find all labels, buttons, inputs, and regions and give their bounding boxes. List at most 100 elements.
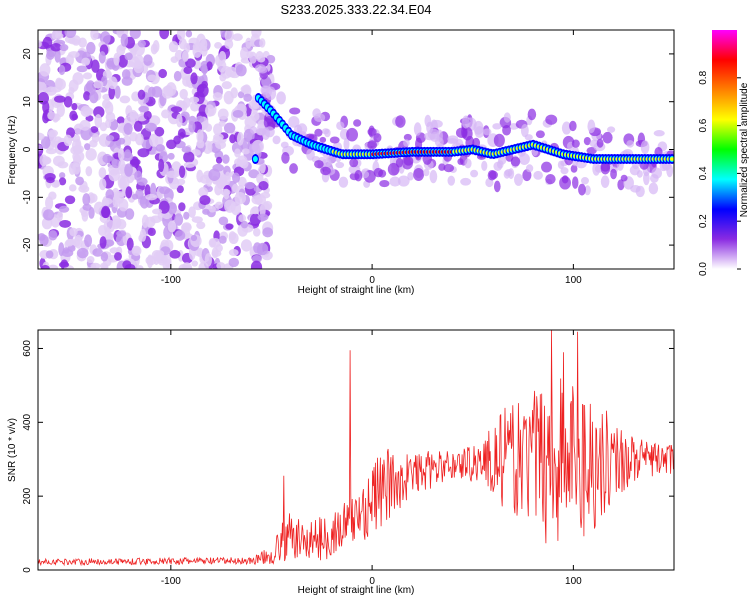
spectrogram-ridge-halo [276, 91, 286, 105]
spectrogram-noise-cell [55, 77, 63, 90]
spectrogram-ridge-halo [525, 164, 534, 173]
colorbar-tick-label: 0.6 [698, 118, 709, 132]
spectrogram-noise-cell [191, 260, 198, 267]
spectrogram-ridge-halo [520, 124, 529, 138]
spectrogram-ridge-halo [346, 127, 359, 142]
spectrogram-noise-cell [40, 136, 51, 149]
spectrogram-noise-cell [243, 93, 253, 102]
spectrogram-x-tick-label: 0 [369, 275, 375, 286]
spectrogram-noise-cell [68, 162, 76, 175]
spectrogram-ridge-halo [387, 162, 400, 176]
spectrogram-noise-cell [82, 203, 92, 211]
spectrogram-ridge-halo [496, 160, 504, 169]
spectrogram-ridge-halo [395, 157, 404, 168]
spectrogram-noise-cell [218, 176, 226, 186]
spectrogram-noise-cell [196, 33, 206, 47]
spectrogram-noise-cell [241, 148, 250, 155]
spectrogram-noise-cell [42, 36, 53, 49]
spectrogram-ridge-halo [306, 148, 315, 161]
spectrogram-x-axis-title: Height of straight line (km) [298, 285, 415, 296]
spectrogram-ridge-halo [626, 140, 635, 148]
spectrogram-noise-cell [170, 56, 179, 64]
spectrogram-ridge-halo [403, 133, 412, 141]
spectrogram-noise-cell [80, 105, 92, 117]
spectrogram-ridge-halo [329, 136, 340, 144]
spectrogram-noise-cell [191, 216, 203, 223]
spectrogram-noise-cell [111, 158, 121, 169]
spectrogram-noise-cell [38, 144, 43, 152]
spectrogram-noise-cell [167, 202, 178, 215]
spectrogram-noise-cell [71, 102, 78, 111]
spectrogram-noise-cell [45, 148, 57, 155]
spectrogram-noise-cell [154, 126, 165, 137]
spectrogram-noise-cell [145, 193, 158, 201]
spectrogram-noise-cell [201, 63, 208, 75]
spectrogram-ridge-halo [602, 131, 613, 144]
spectrogram-noise-cell [214, 41, 222, 49]
spectrogram-ridge-halo [354, 170, 363, 182]
spectrogram-ridge-halo [648, 182, 659, 195]
spectrogram-noise-cell [223, 188, 230, 200]
spectrogram-noise-cell [251, 206, 259, 215]
snr-y-ticks: 0 200 400 600 [22, 340, 674, 573]
spectrogram-ridge-halo [635, 185, 645, 198]
spectrogram-noise-cell [183, 161, 196, 168]
spectrogram-noise-cell [131, 245, 142, 257]
spectrogram-ridge-halo [570, 164, 578, 173]
spectrogram-noise-cell [68, 184, 77, 192]
spectrogram-ridge-halo [533, 170, 543, 180]
spectrogram-ridge-halo [541, 161, 553, 173]
colorbar-label: Normalized spectral amplitude [739, 82, 750, 217]
spectrogram-ridge-halo [557, 160, 565, 170]
spectrogram-noise-cell [90, 126, 99, 133]
spectrogram-ridge-halo [443, 164, 455, 173]
spectrogram-noise-cell [222, 154, 230, 164]
spectrogram-noise-cell [240, 220, 249, 229]
spectrogram-noise-cell [195, 115, 205, 124]
spectrogram-noise-cell [84, 234, 93, 248]
spectrogram-noise-cell [202, 208, 211, 215]
spectrogram-ridge-halo [257, 66, 268, 74]
spectrogram-ridge-halo [314, 128, 323, 137]
spectrogram-noise-cell [71, 113, 79, 121]
spectrogram-ridge-halo [373, 133, 382, 143]
spectrogram-noise-cell [238, 214, 247, 223]
spectrogram-noise-cell [117, 174, 125, 189]
spectrogram-noise-cell [229, 134, 236, 144]
spectrogram-noise-cell [113, 52, 120, 66]
spectrogram-noise-cell [105, 189, 115, 201]
spectrogram-noise-cell [91, 133, 100, 143]
spectrogram-ridge-halo [349, 158, 359, 168]
spectrogram-noise-cell [232, 109, 244, 118]
spectrogram-noise-cell [240, 85, 251, 94]
spectrogram-noise-cell [56, 103, 65, 118]
colorbar-ticks: 0.0 0.2 0.4 0.6 0.8 [698, 70, 741, 276]
spectrogram-ridge-halo [280, 141, 289, 149]
spectrogram-noise-cell [54, 95, 66, 103]
spectrogram-noise-cell [50, 43, 62, 52]
spectrogram-x-tick-label: 100 [565, 275, 582, 286]
spectrogram-ridge-halo [447, 135, 459, 144]
spectrogram-ridge-halo [312, 108, 321, 119]
spectrogram-noise-cell [228, 249, 239, 257]
spectrogram-y-ticks: -20 -10 0 10 20 [22, 48, 674, 252]
spectrogram-noise-cell [152, 39, 160, 53]
spectrogram-ridge-halo [617, 179, 625, 191]
spectrogram-noise-cell [68, 51, 80, 58]
spectrogram-noise-cell [94, 114, 103, 128]
spectrogram-noise-cell [257, 242, 269, 256]
spectrogram-noise-cell [161, 109, 171, 119]
spectrogram-noise-cell [173, 70, 182, 82]
spectrogram-noise-cell [234, 191, 247, 205]
spectrogram-ridge-halo [288, 116, 300, 128]
spectrogram-noise-cell [107, 76, 118, 90]
spectrogram-ridge-core [669, 157, 674, 161]
spectrogram-noise-cell [40, 265, 50, 269]
spectrogram-noise-cell [181, 222, 192, 230]
snr-y-tick-label: 600 [22, 340, 33, 357]
spectrogram-noise-cell [158, 68, 167, 79]
spectrogram-noise-cell [74, 234, 83, 249]
spectrogram-noise-cell [166, 170, 179, 179]
spectrogram-noise-cell [39, 154, 48, 167]
